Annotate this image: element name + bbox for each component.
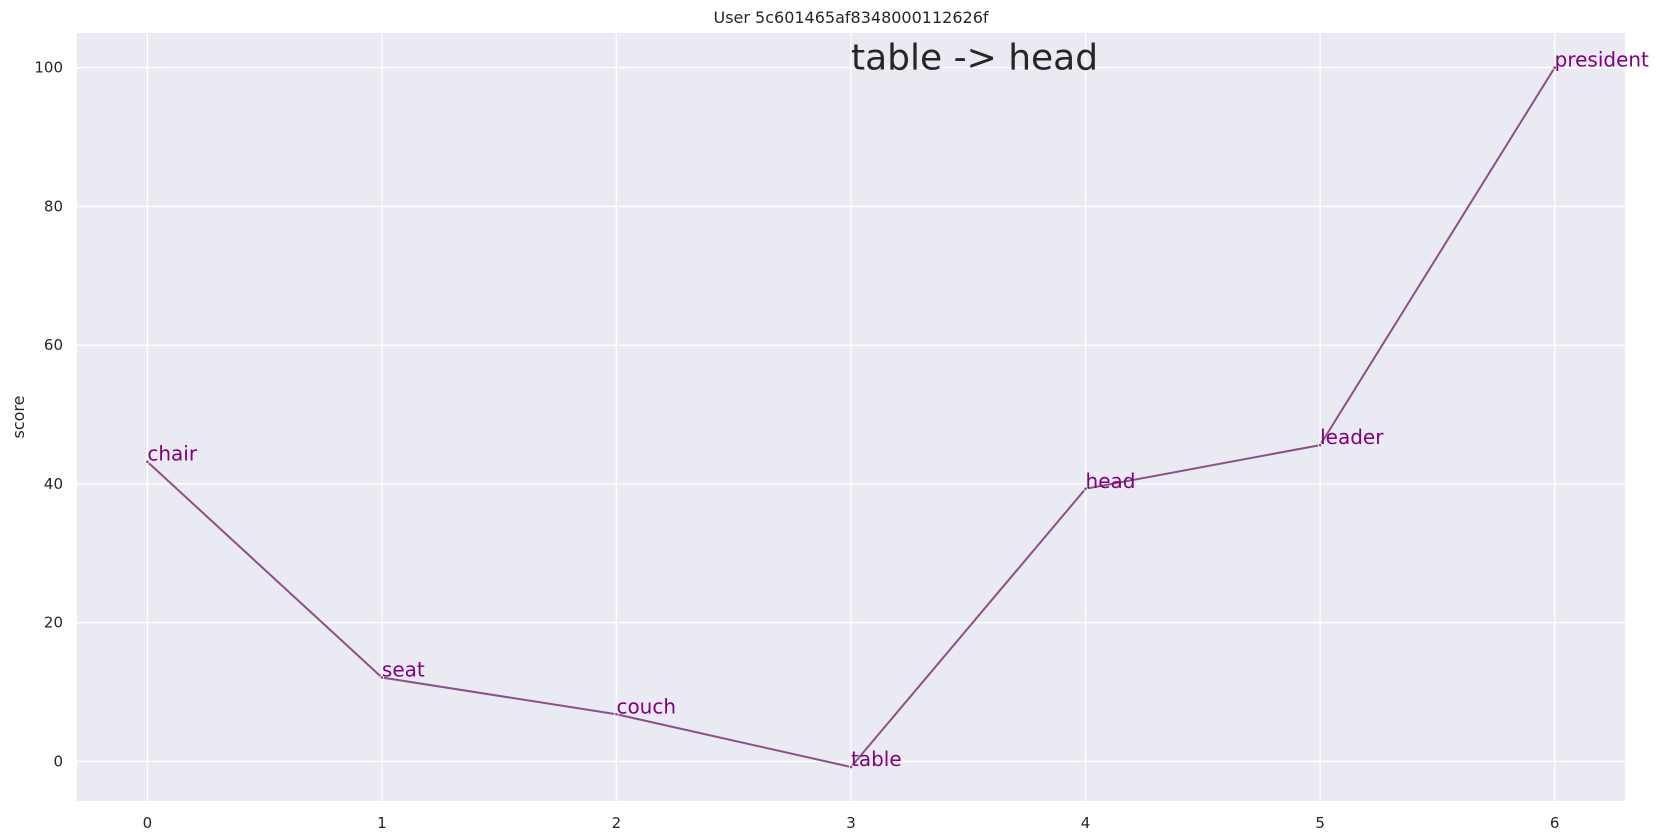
data-point [1317,442,1323,448]
y-tick-label: 20 [44,614,63,632]
data-point [614,712,619,717]
data-point [848,764,854,770]
point-label: seat [382,658,425,682]
x-tick-label: 3 [846,814,856,832]
point-label: leader [1320,425,1384,449]
x-tick-label: 2 [612,814,622,832]
series-layer [145,65,1557,770]
y-tick-label: 80 [44,197,63,215]
y-tick-label: 40 [44,475,63,493]
y-axis-title: score [9,396,28,439]
point-label: president [1555,48,1649,72]
grid-lines [77,33,1625,801]
chart-title: User 5c601465af8348000112626f [713,8,988,27]
point-label: table [851,747,902,771]
y-tick-label: 60 [44,336,63,354]
y-tick-label: 100 [34,59,63,77]
x-tick-label: 1 [377,814,387,832]
point-label: couch [616,694,676,718]
data-point [145,459,150,464]
x-tick-label: 5 [1315,814,1325,832]
point-labels: chair seat couch table head leader president [147,48,1649,771]
point-label: chair [147,442,197,466]
x-tick-label: 6 [1550,814,1560,832]
data-point [1552,65,1557,70]
y-tick-label: 0 [53,752,63,770]
x-tick-label: 0 [143,814,153,832]
point-label: head [1086,469,1136,493]
data-point [379,675,385,680]
data-point [1083,486,1088,492]
chart-annotation: table -> head [851,38,1098,79]
x-tick-label: 4 [1081,814,1091,832]
